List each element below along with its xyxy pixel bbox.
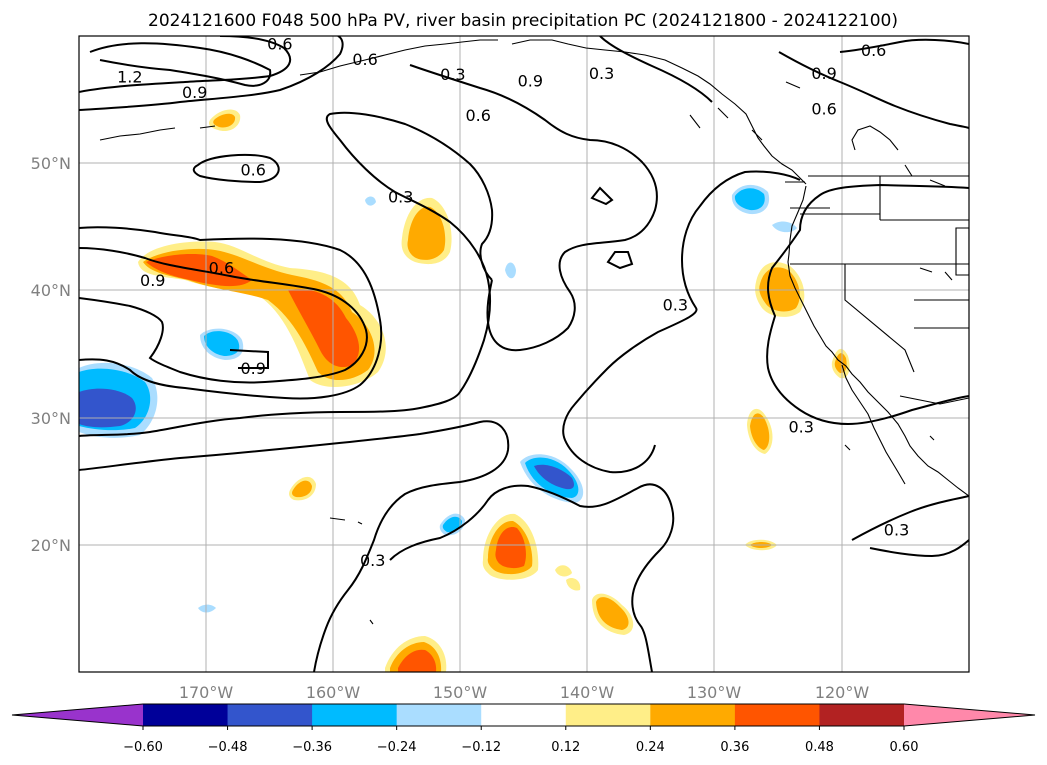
lon-tick-label: 170°W bbox=[179, 683, 234, 702]
contour-label: 0.6 bbox=[240, 161, 265, 180]
contour-label: 0.9 bbox=[811, 64, 836, 83]
colorbar-extend-high bbox=[904, 704, 1035, 726]
colorbar-outline bbox=[11, 703, 1036, 727]
lat-tick-label: 40°N bbox=[31, 281, 71, 300]
colorbar-tick-label: 0.12 bbox=[551, 740, 580, 755]
map-gridlines bbox=[79, 36, 969, 672]
contour-labels: 1.2 0.9 0.6 0.6 0.3 0.9 0.6 0.3 0.9 0.6 0.6 0.6 0.3 0… bbox=[117, 35, 909, 570]
contour-label: 0.6 bbox=[466, 106, 491, 125]
lat-tick-label: 30°N bbox=[31, 409, 71, 428]
contour-label: 0.6 bbox=[209, 259, 234, 278]
lon-tick-label: 130°W bbox=[687, 683, 742, 702]
map-border bbox=[78, 35, 970, 673]
contour-label: 1.2 bbox=[117, 68, 142, 87]
longitude-tick-labels: 170°W 160°W 150°W 140°W 130°W 120°W bbox=[179, 683, 870, 702]
contour-label: 0.9 bbox=[518, 72, 543, 91]
colorbar-cell bbox=[227, 704, 313, 726]
lat-tick-label: 20°N bbox=[31, 536, 71, 555]
colorbar-cell bbox=[143, 704, 229, 726]
contour-label: 0.3 bbox=[388, 187, 413, 206]
colorbar-tick-label: −0.36 bbox=[292, 740, 332, 755]
contour-label: 0.3 bbox=[360, 551, 385, 570]
colorbar-cell bbox=[312, 704, 398, 726]
lon-tick-label: 160°W bbox=[306, 683, 361, 702]
colorbar: −0.60 −0.48 −0.36 −0.24 −0.12 0.12 0.24 0.36 0.4… bbox=[11, 703, 1036, 755]
colorbar-cell bbox=[734, 704, 820, 726]
colorbar-tick-label: −0.60 bbox=[123, 740, 163, 755]
colorbar-tick-label: 0.24 bbox=[636, 740, 665, 755]
colorbar-cell bbox=[396, 704, 482, 726]
lat-tick-label: 50°N bbox=[31, 154, 71, 173]
colorbar-tick-label: −0.12 bbox=[461, 740, 501, 755]
map-title: 2024121600 F048 500 hPa PV, river basin … bbox=[148, 11, 898, 31]
colorbar-cell bbox=[565, 704, 651, 726]
colorbar-extend-low bbox=[12, 704, 143, 726]
contour-label: 0.3 bbox=[788, 418, 813, 437]
pv-contours bbox=[79, 36, 969, 672]
colorbar-tick-label: −0.24 bbox=[377, 740, 417, 755]
colorbar-cell bbox=[481, 704, 567, 726]
contour-label: 0.6 bbox=[861, 41, 886, 60]
colorbar-tick-label: −0.48 bbox=[208, 740, 248, 755]
colorbar-tick-label: 0.36 bbox=[720, 740, 749, 755]
contour-label: 0.9 bbox=[240, 359, 265, 378]
contour-label: 0.6 bbox=[267, 35, 292, 54]
colorbar-tick-label: 0.48 bbox=[805, 740, 834, 755]
latitude-tick-labels: 20°N 30°N 40°N 50°N bbox=[31, 154, 71, 555]
colorbar-tick-label: 0.60 bbox=[890, 740, 919, 755]
colorbar-cells bbox=[12, 704, 1035, 726]
lon-tick-label: 120°W bbox=[815, 683, 870, 702]
colorbar-cell bbox=[650, 704, 736, 726]
contour-label: 0.3 bbox=[440, 65, 465, 84]
contour-label: 0.3 bbox=[663, 295, 688, 314]
contour-label: 0.3 bbox=[884, 521, 909, 540]
contour-label: 0.6 bbox=[352, 50, 377, 69]
lon-tick-label: 140°W bbox=[560, 683, 615, 702]
lon-tick-label: 150°W bbox=[433, 683, 488, 702]
contour-label: 0.9 bbox=[182, 83, 207, 102]
contour-label: 0.6 bbox=[811, 100, 836, 119]
colorbar-ticks: −0.60 −0.48 −0.36 −0.24 −0.12 0.12 0.24 0.36 0.4… bbox=[123, 726, 918, 755]
coastlines bbox=[99, 39, 969, 625]
contour-label: 0.3 bbox=[589, 64, 614, 83]
map-frame: 1.2 0.9 0.6 0.6 0.3 0.9 0.6 0.3 0.9 0.6 0.6 0.6 0.3 0… bbox=[78, 35, 970, 673]
contour-label: 0.9 bbox=[140, 271, 165, 290]
colorbar-cell bbox=[819, 704, 905, 726]
